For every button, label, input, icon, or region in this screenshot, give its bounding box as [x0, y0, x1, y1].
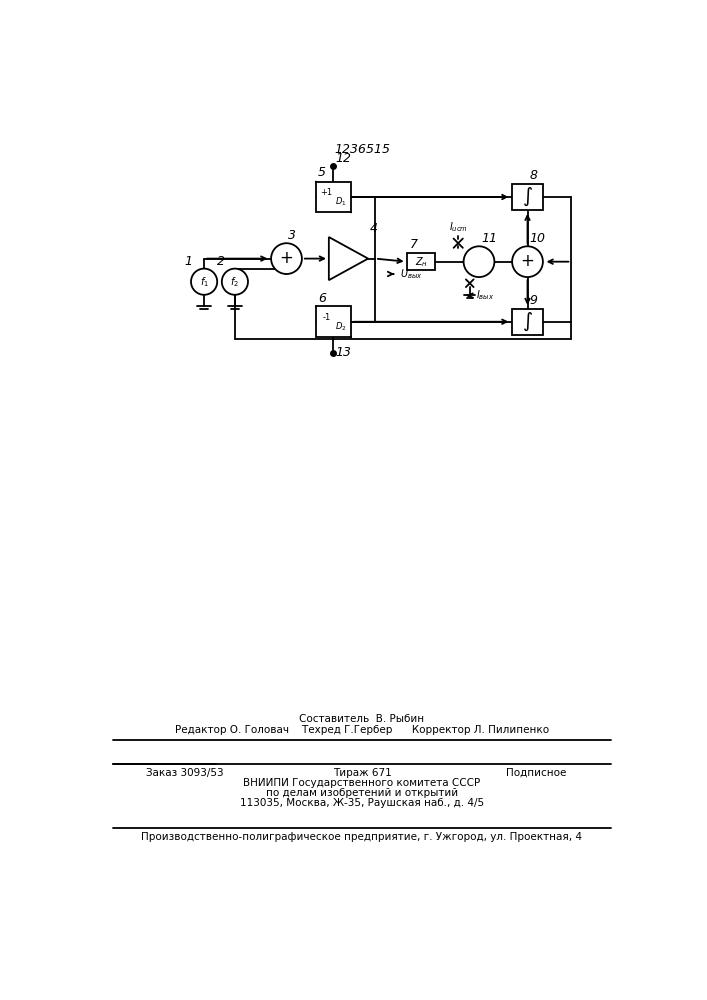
Text: Тираж 671: Тираж 671: [332, 768, 392, 778]
Bar: [512, 309, 543, 335]
Text: Составитель  В. Рыбин: Составитель В. Рыбин: [299, 714, 424, 724]
Text: Подписное: Подписное: [506, 768, 566, 778]
Circle shape: [464, 246, 494, 277]
Text: $+$: $+$: [279, 249, 293, 267]
Text: 6: 6: [318, 292, 326, 305]
Text: $U_{вых}$: $U_{вых}$: [399, 267, 422, 281]
Text: $+$: $+$: [520, 252, 534, 270]
Text: +1: +1: [320, 188, 332, 197]
Text: -1: -1: [322, 313, 331, 322]
Text: Редактор О. Головач    Техред Г.Гербер      Корректор Л. Пилипенко: Редактор О. Головач Техред Г.Гербер Корр…: [175, 725, 549, 735]
Text: $I_{вых}$: $I_{вых}$: [476, 289, 494, 302]
Text: $\int$: $\int$: [522, 186, 533, 208]
Text: 11: 11: [481, 232, 497, 245]
Polygon shape: [329, 237, 368, 280]
Text: 8: 8: [530, 169, 538, 182]
Bar: [512, 184, 543, 210]
Text: 113035, Москва, Ж-35, Раушская наб., д. 4/5: 113035, Москва, Ж-35, Раушская наб., д. …: [240, 798, 484, 808]
Bar: [407, 253, 435, 270]
Text: по делам изобретений и открытий: по делам изобретений и открытий: [266, 788, 458, 798]
Bar: [316, 306, 351, 337]
Text: $I_{ucm}$: $I_{ucm}$: [449, 220, 468, 234]
Text: 5: 5: [318, 166, 326, 179]
Circle shape: [271, 243, 302, 274]
Text: 3: 3: [288, 229, 296, 242]
Text: 9: 9: [530, 294, 538, 307]
Text: 1236515: 1236515: [334, 143, 390, 156]
Circle shape: [222, 269, 248, 295]
Text: $Z_н$: $Z_н$: [415, 255, 428, 269]
Text: 2: 2: [217, 255, 225, 268]
Text: $\int$: $\int$: [522, 311, 533, 333]
Text: $D_2$: $D_2$: [334, 320, 346, 333]
Circle shape: [191, 269, 217, 295]
Text: 4: 4: [370, 223, 378, 235]
Text: Заказ 3093/53: Заказ 3093/53: [146, 768, 223, 778]
Text: $D_1$: $D_1$: [334, 195, 346, 208]
Text: $f_2$: $f_2$: [230, 275, 240, 289]
Circle shape: [512, 246, 543, 277]
Text: ВНИИПИ Государственного комитета СССР: ВНИИПИ Государственного комитета СССР: [243, 778, 481, 788]
Text: 7: 7: [409, 238, 418, 251]
Text: $f_1$: $f_1$: [199, 275, 209, 289]
Text: 10: 10: [529, 232, 545, 245]
Bar: [316, 182, 351, 212]
Text: 1: 1: [185, 255, 193, 268]
Text: 13: 13: [336, 346, 352, 359]
Text: 12: 12: [336, 152, 352, 165]
Text: Производственно-полиграфическое предприятие, г. Ужгород, ул. Проектная, 4: Производственно-полиграфическое предприя…: [141, 832, 583, 842]
